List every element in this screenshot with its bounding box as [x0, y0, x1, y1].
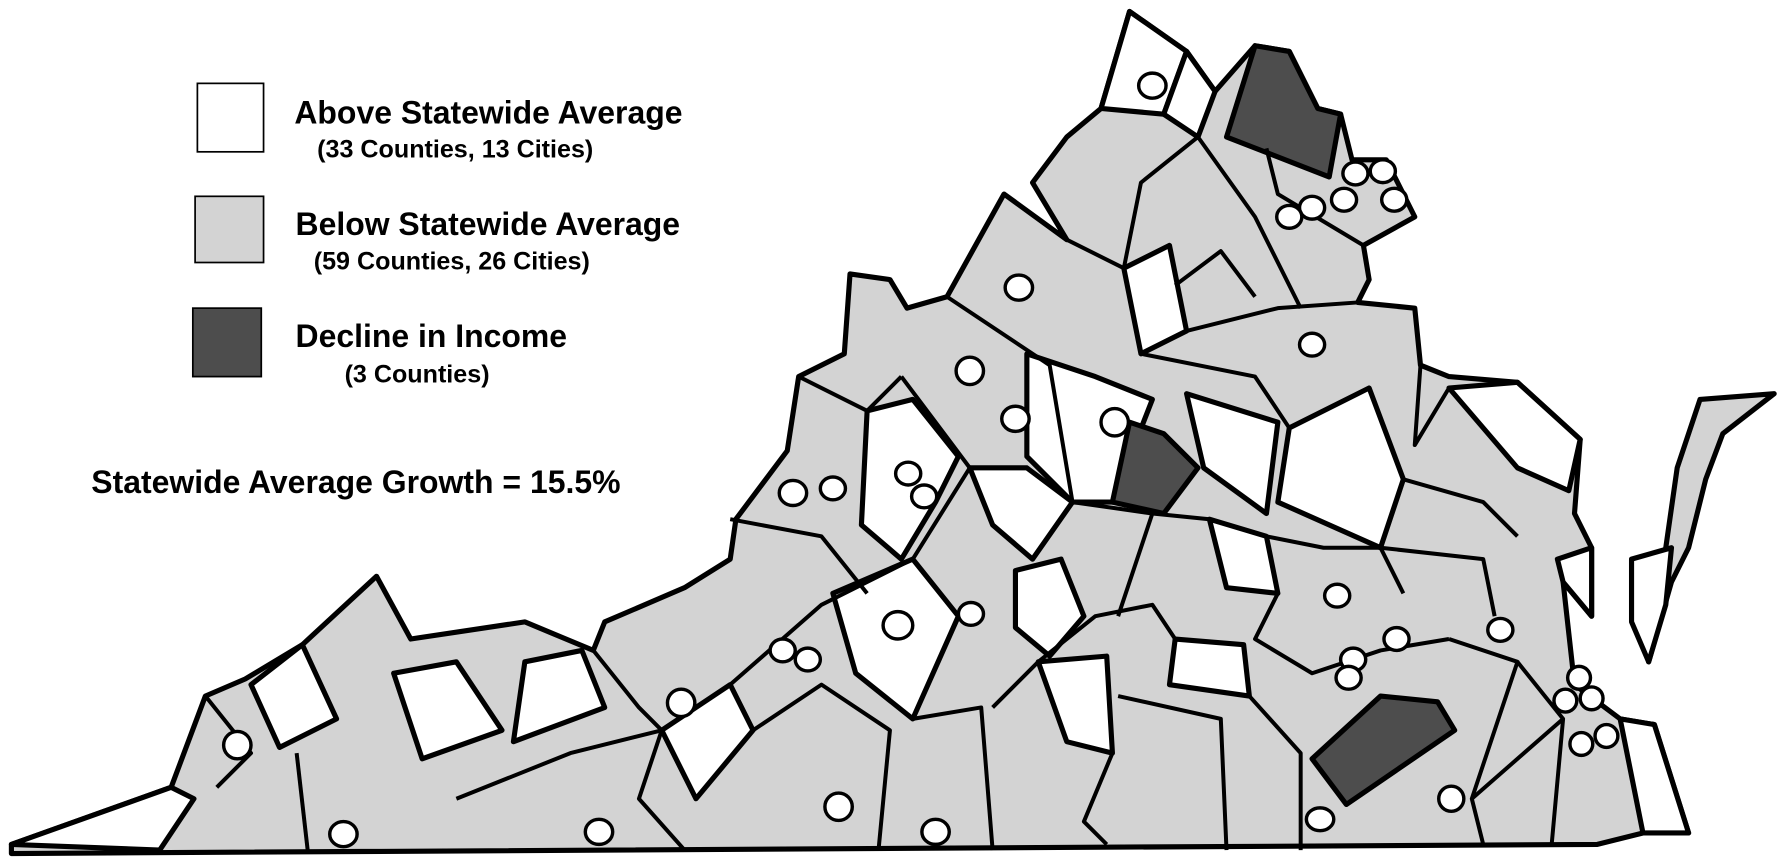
- city: [1568, 730, 1595, 758]
- legend-label: Above Statewide Average: [294, 94, 682, 130]
- city: [881, 609, 915, 641]
- county: [1012, 556, 1087, 659]
- border: [751, 682, 892, 851]
- city: [583, 817, 615, 847]
- city: [1329, 186, 1359, 213]
- city: [954, 355, 986, 387]
- border: [1173, 249, 1257, 298]
- city: [818, 475, 848, 502]
- decline-counties: [1109, 43, 1458, 808]
- county: [967, 465, 1076, 562]
- city: [777, 478, 809, 508]
- border: [1065, 135, 1200, 271]
- city: [221, 729, 253, 761]
- legend-label: Decline in Income: [296, 318, 568, 354]
- city: [1552, 687, 1579, 714]
- border: [1266, 534, 1406, 595]
- county: [1161, 48, 1218, 140]
- county: [248, 642, 340, 750]
- border: [1247, 694, 1303, 851]
- legend-sublabel: (3 Counties): [345, 360, 490, 388]
- county: [1275, 385, 1406, 551]
- border: [1117, 694, 1229, 851]
- city: [1486, 616, 1515, 644]
- legend: Above Statewide Average (33 Counties, 13…: [191, 82, 682, 388]
- county: [1554, 545, 1595, 619]
- border: [455, 728, 663, 801]
- state: [8, 8, 1777, 857]
- legend-swatch-decline: [191, 307, 263, 378]
- border: [1412, 365, 1451, 448]
- border: [1140, 351, 1291, 430]
- city: [1304, 806, 1336, 833]
- above-average-counties: [8, 8, 1692, 853]
- city: [956, 600, 986, 628]
- city: [1136, 71, 1168, 100]
- border: [912, 705, 995, 851]
- city: [1341, 160, 1370, 187]
- county: [391, 659, 505, 762]
- county: [510, 647, 608, 745]
- city: [1593, 722, 1620, 750]
- city: [1334, 664, 1363, 691]
- city: [1382, 625, 1411, 653]
- border: [945, 295, 1075, 503]
- border: [1116, 512, 1155, 617]
- border: [1081, 752, 1115, 846]
- legend-label: Below Statewide Average: [296, 206, 681, 242]
- border: [1448, 637, 1520, 845]
- city: [1368, 158, 1398, 185]
- city: [1275, 203, 1304, 230]
- city: [1297, 194, 1327, 221]
- border: [1186, 300, 1358, 333]
- city: [920, 817, 951, 847]
- county: [1628, 545, 1675, 665]
- border: [991, 602, 1177, 709]
- city: [1437, 784, 1466, 814]
- city: [1099, 406, 1131, 438]
- city: [1297, 331, 1327, 358]
- cities: [221, 71, 1620, 849]
- legend-sublabel: (59 Counties, 26 Cities): [314, 247, 590, 275]
- border: [1380, 545, 1497, 617]
- legend-swatch-above: [196, 82, 265, 153]
- city: [1003, 273, 1035, 302]
- border: [1196, 135, 1303, 310]
- border: [728, 375, 972, 687]
- city: [893, 460, 923, 487]
- county: [1223, 43, 1344, 180]
- city: [1565, 664, 1593, 691]
- city: [823, 791, 854, 823]
- border: [1402, 477, 1519, 538]
- county: [1617, 716, 1692, 836]
- legend-sublabel: (33 Counties, 13 Cities): [317, 136, 593, 164]
- border: [203, 694, 254, 789]
- county: [1109, 419, 1201, 517]
- border: [1470, 717, 1565, 801]
- border: [729, 517, 869, 595]
- county: [1166, 636, 1252, 699]
- city: [768, 637, 797, 664]
- statewide-note: Statewide Average Growth = 15.5%: [91, 464, 620, 500]
- county: [1309, 693, 1458, 808]
- legend-swatch-below: [194, 195, 265, 264]
- county: [8, 784, 197, 853]
- city: [1000, 404, 1031, 434]
- city: [665, 687, 697, 719]
- border: [797, 374, 903, 413]
- city: [328, 819, 359, 849]
- county: [1184, 391, 1281, 517]
- county: [1446, 379, 1583, 494]
- city: [909, 483, 939, 510]
- city: [1578, 685, 1605, 712]
- city: [1379, 186, 1409, 213]
- city: [793, 646, 823, 673]
- county-borders: [203, 135, 1566, 854]
- border: [294, 752, 311, 854]
- city: [1322, 582, 1352, 609]
